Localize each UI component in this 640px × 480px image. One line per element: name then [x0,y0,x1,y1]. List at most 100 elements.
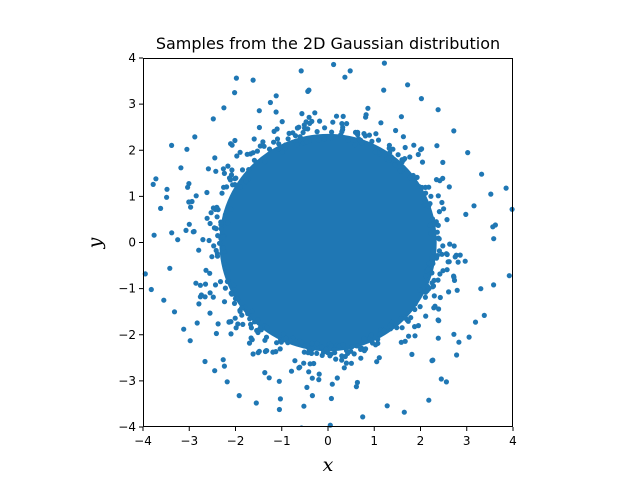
scatter-point [393,127,399,134]
scatter-point [248,325,254,331]
scatter-point [193,193,199,199]
scatter-point [250,77,256,83]
scatter-point [419,159,426,165]
x-tick-label: 4 [509,434,517,448]
scatter-point [395,152,401,158]
scatter-point [457,252,463,258]
scatter-point [375,137,382,143]
scatter-point [339,353,345,359]
scatter-point [213,168,219,174]
scatter-point [220,357,226,363]
scatter-point [208,210,214,216]
scatter-point [503,185,509,191]
scatter-point [220,234,226,240]
scatter-point [309,340,315,346]
scatter-point [369,138,375,144]
scatter-point [409,351,415,357]
scatter-point [431,277,437,283]
x-axis-label: x [323,454,334,476]
scatter-point [375,336,381,342]
scatter-point [228,141,234,147]
scatter-point [381,327,387,334]
scatter-point [306,87,312,93]
scatter-point [204,189,210,196]
scatter-point [274,126,280,132]
scatter-point [178,165,184,171]
x-tick-label: −3 [180,434,198,448]
scatter-point [435,222,441,228]
scatter-point [434,143,440,149]
scatter-point [401,409,407,415]
y-tick-label: 0 [128,236,136,250]
scatter-point [403,315,409,321]
scatter-point [340,124,346,130]
scatter-point [279,149,285,155]
scatter-point [333,113,340,119]
scatter-point [343,347,350,354]
scatter-point [150,181,156,187]
scatter-point [340,113,346,119]
scatter-point [342,74,348,80]
scatter-point [193,280,199,286]
scatter-point [491,236,497,242]
scatter-point [228,331,234,337]
scatter-point [309,393,315,399]
scatter-point [437,178,443,184]
scatter-point [276,406,282,413]
scatter-point [271,139,277,145]
scatter-point [440,243,446,249]
scatter-point [210,116,216,122]
scatter-point [440,159,446,165]
x-tick-label: 0 [324,434,332,448]
scatter-point [212,155,218,161]
y-axis-label: y [84,237,106,249]
scatter-point [275,146,282,152]
scatter-point [381,87,387,93]
scatter-point [235,296,241,302]
scatter-point [276,378,282,384]
scatter-point [466,334,472,340]
scatter-point [246,167,252,173]
scatter-point [205,166,211,172]
scatter-point [462,258,468,264]
scatter-point [429,216,436,222]
scatter-point [273,109,279,115]
scatter-point [247,316,253,322]
scatter-point [452,254,458,260]
scatter-point [203,267,209,273]
scatter-point [463,211,469,217]
scatter-point [222,212,228,218]
outlier-points [142,60,515,428]
scatter-point [430,357,436,363]
scatter-point [283,335,289,341]
scatter-point [348,360,354,366]
scatter-point [439,199,445,206]
scatter-point [436,306,442,312]
scatter-point [341,365,347,371]
scatter-point [361,348,367,354]
scatter-point [384,403,390,409]
scatter-point [229,291,235,297]
scatter-point [351,351,357,357]
scatter-point [255,317,261,323]
scatter-point [249,337,255,343]
scatter-point [306,369,312,375]
scatter-point [285,136,291,142]
scatter-point [237,184,243,190]
scatter-point [204,215,210,221]
scatter-point [194,320,200,326]
scatter-point [374,359,380,365]
scatter-point [294,142,300,148]
scatter-point [217,279,224,285]
scatter-point [435,277,441,283]
scatter-point [491,282,497,288]
scatter-point [386,145,392,151]
scatter-point [267,99,273,106]
scatter-point [220,166,226,172]
scatter-point [407,154,413,160]
scatter-point [373,131,379,137]
y-tick-label: 4 [128,51,136,65]
scatter-point [417,287,423,293]
scatter-point [418,147,424,153]
scatter-point [239,167,246,173]
